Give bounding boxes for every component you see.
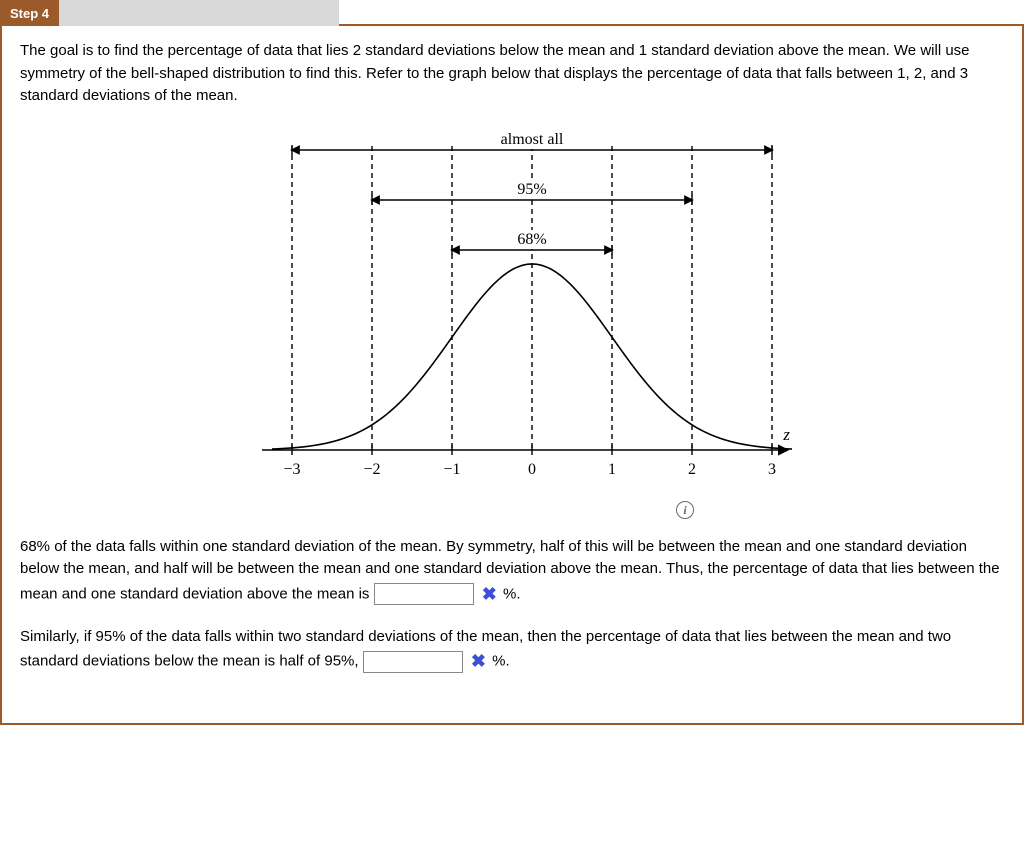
explain-paragraph-2: Similarly, if 95% of the data falls with… <box>20 626 1004 676</box>
step-header-rule <box>339 0 1024 26</box>
step-header-gap <box>59 0 339 26</box>
svg-text:1: 1 <box>608 461 616 478</box>
answer-input-2[interactable] <box>363 651 463 673</box>
empirical-rule-diagram: almost all 95% 68% −3 −2 −1 0 1 2 3z <box>232 126 792 486</box>
step-header-bar: Step 4 <box>0 0 1024 26</box>
svg-text:68%: 68% <box>517 231 546 248</box>
intro-paragraph: The goal is to find the percentage of da… <box>20 40 1004 108</box>
info-icon[interactable]: i <box>676 501 694 519</box>
p1-text-b: %. <box>503 585 521 602</box>
answer-input-1[interactable] <box>374 583 474 605</box>
svg-text:−1: −1 <box>443 461 460 478</box>
diagram-container: almost all 95% 68% −3 −2 −1 0 1 2 3z <box>20 126 1004 494</box>
step-label: Step 4 <box>0 0 59 26</box>
content-panel: The goal is to find the percentage of da… <box>0 26 1024 725</box>
svg-text:−3: −3 <box>283 461 300 478</box>
svg-text:2: 2 <box>688 461 696 478</box>
page-container: Step 4 The goal is to find the percentag… <box>0 0 1024 725</box>
svg-text:z: z <box>782 425 790 444</box>
svg-text:95%: 95% <box>517 181 546 198</box>
explain-paragraph-1: 68% of the data falls within one standar… <box>20 536 1004 608</box>
svg-text:−2: −2 <box>363 461 380 478</box>
p2-text-b: %. <box>492 652 510 669</box>
info-row: i <box>20 499 1004 522</box>
incorrect-icon: ✖ <box>467 651 488 671</box>
svg-text:3: 3 <box>768 461 776 478</box>
svg-text:0: 0 <box>528 461 536 478</box>
svg-text:almost all: almost all <box>501 131 564 148</box>
incorrect-icon: ✖ <box>478 584 499 604</box>
